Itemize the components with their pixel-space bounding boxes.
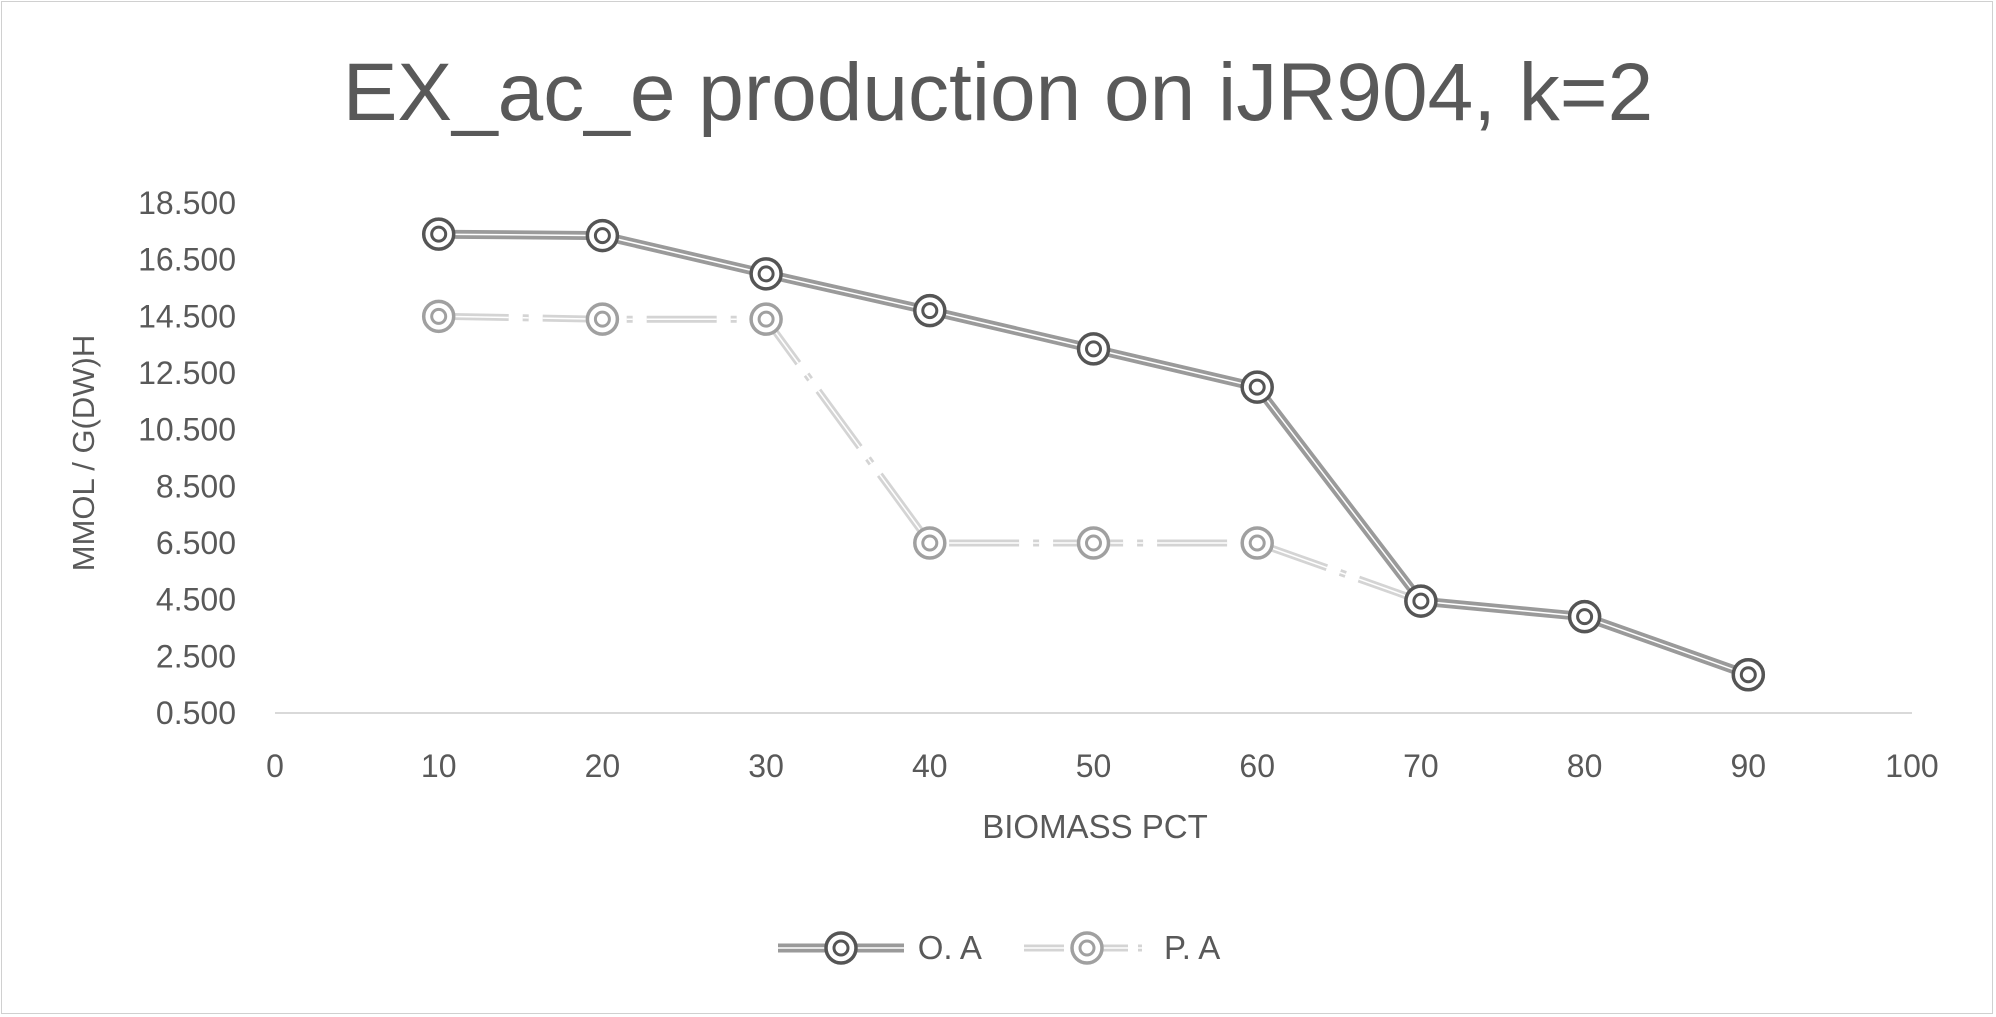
y-tick-labels: 0.500 2.500 4.500 6.500 8.500 10.500 12.500 14.…: [138, 185, 236, 731]
x-tick-label: 70: [1403, 748, 1439, 784]
legend-label-pa: P. A: [1163, 929, 1221, 966]
y-tick-label: 8.500: [156, 468, 236, 504]
data-point[interactable]: [421, 217, 456, 251]
data-point[interactable]: [1076, 332, 1111, 366]
x-tick-label: 60: [1239, 748, 1275, 784]
data-point-inner: [593, 310, 611, 328]
x-tick-label: 0: [266, 748, 284, 784]
data-point-inner: [757, 310, 775, 328]
legend-swatch-pa: [1023, 931, 1150, 965]
data-point[interactable]: [1240, 370, 1274, 404]
data-point-inner: [1739, 666, 1757, 684]
y-tick-label: 12.500: [138, 355, 236, 391]
data-point-inner: [430, 225, 448, 243]
data-point[interactable]: [1076, 526, 1111, 560]
data-point-inner: [593, 227, 611, 245]
y-tick-label: 18.500: [138, 185, 236, 221]
data-point[interactable]: [421, 299, 456, 334]
y-tick-label: 0.500: [156, 695, 236, 731]
y-tick-label: 14.500: [138, 298, 236, 334]
x-tick-label: 10: [421, 748, 457, 784]
data-point-inner: [1248, 378, 1266, 396]
x-tick-label: 30: [748, 748, 784, 784]
series-layer: [421, 217, 1766, 692]
y-tick-label: 6.500: [156, 525, 236, 561]
x-tick-label: 50: [1076, 748, 1112, 784]
data-point-inner: [1412, 592, 1430, 610]
y-tick-label: 4.500: [156, 582, 236, 618]
x-tick-label: 100: [1885, 748, 1938, 784]
legend: O. A P. A: [0, 928, 1996, 968]
y-tick-label: 2.500: [156, 638, 236, 674]
x-tick-labels: 0 10 20 30 40 50 60 70 80 90 100: [266, 748, 1939, 784]
series-line-highlight: [438, 315, 1749, 676]
data-point-inner: [757, 265, 775, 283]
x-axis-label: BIOMASS PCT: [982, 808, 1208, 845]
data-point-inner: [1085, 534, 1102, 552]
series-line-highlight: [438, 233, 1749, 676]
x-tick-label: 20: [585, 748, 621, 784]
data-point-inner: [430, 307, 448, 325]
data-point-inner: [921, 302, 939, 320]
data-point[interactable]: [585, 218, 620, 253]
data-point[interactable]: [913, 293, 947, 328]
data-point[interactable]: [585, 302, 620, 336]
data-point[interactable]: [1240, 526, 1274, 560]
data-point-inner: [1248, 534, 1266, 552]
y-tick-label: 16.500: [138, 242, 236, 278]
data-point-inner: [1085, 340, 1102, 358]
legend-item-pa[interactable]: P. A: [1022, 928, 1220, 968]
legend-swatch-oa: [777, 931, 904, 965]
data-point[interactable]: [1404, 584, 1438, 618]
chart-title: EX_ac_e production on iJR904, k=2: [342, 47, 1654, 138]
x-tick-label: 80: [1567, 748, 1603, 784]
series-line: [438, 229, 1750, 680]
series-line: [438, 312, 1750, 679]
y-tick-label: 10.500: [138, 412, 236, 448]
legend-item-oa[interactable]: O. A: [776, 928, 982, 968]
data-point-inner: [1576, 608, 1594, 626]
data-point[interactable]: [749, 302, 783, 336]
legend-label-oa: O. A: [917, 929, 982, 966]
data-point-inner: [921, 534, 939, 552]
data-point[interactable]: [1731, 658, 1766, 692]
data-point[interactable]: [749, 257, 783, 291]
x-tick-label: 90: [1731, 748, 1767, 784]
series-oa: [421, 217, 1766, 692]
x-tick-label: 40: [912, 748, 948, 784]
data-point[interactable]: [913, 526, 947, 560]
data-point[interactable]: [1567, 599, 1602, 634]
